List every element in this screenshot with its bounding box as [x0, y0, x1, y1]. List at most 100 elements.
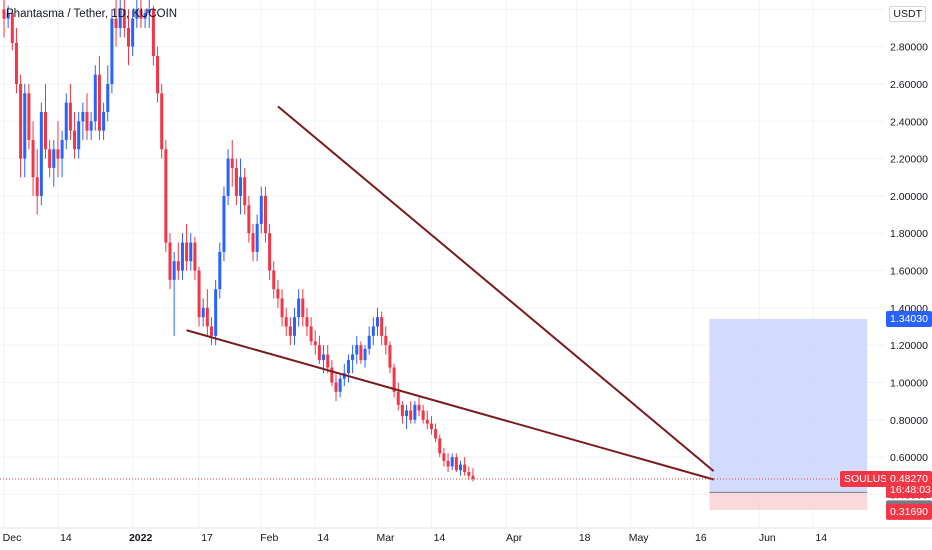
candle: [214, 279, 218, 346]
candle: [288, 317, 292, 346]
candle: [6, 5, 10, 28]
candle: [239, 158, 243, 215]
currency-unit-label[interactable]: USDT: [889, 6, 926, 22]
candle: [131, 9, 135, 56]
candle-body: [19, 83, 23, 159]
candle-body: [97, 74, 101, 131]
candle-body: [413, 404, 417, 420]
candle-body: [27, 93, 31, 140]
candle-body: [421, 410, 425, 420]
candle: [359, 341, 363, 364]
candle-body: [384, 335, 388, 346]
candle-body: [293, 317, 296, 336]
candle-body: [226, 158, 230, 196]
candle: [14, 27, 18, 94]
y-tick-label: 1.80000: [890, 228, 928, 240]
candle: [230, 139, 234, 187]
candle-body: [380, 317, 384, 336]
target-price-badge: 1.34030: [886, 310, 932, 327]
candle: [425, 410, 429, 430]
y-tick-label: 1.60000: [890, 266, 928, 278]
candle-body: [467, 472, 471, 476]
candle: [301, 289, 305, 327]
candle: [35, 149, 39, 215]
candle: [201, 298, 205, 327]
x-tick-label: 14: [317, 532, 329, 544]
candle-body: [31, 139, 35, 178]
candle-body: [363, 348, 367, 361]
candle-body: [284, 317, 288, 327]
stop-zone: [709, 492, 868, 510]
candle: [438, 434, 442, 458]
candle: [388, 341, 392, 374]
candle: [143, 9, 147, 28]
candle-body: [359, 345, 363, 361]
trend-line-lower: [186, 329, 714, 481]
candle-body: [230, 158, 234, 168]
candle: [205, 289, 209, 336]
candle: [172, 251, 176, 336]
candle-body: [60, 139, 64, 159]
x-tick-label: Apr: [506, 532, 523, 544]
x-tick-label: Feb: [260, 532, 278, 544]
stop-price-badge-bg: [886, 503, 932, 520]
candle: [272, 261, 276, 299]
candle: [363, 345, 367, 368]
candle-body: [44, 111, 47, 150]
candle-body: [280, 298, 284, 318]
candle: [135, 0, 139, 28]
candle: [413, 401, 417, 424]
candle: [442, 447, 446, 467]
candle-body: [243, 177, 247, 206]
candle: [156, 46, 160, 103]
candle-body: [305, 317, 309, 327]
y-tick-label: 2.80000: [890, 42, 928, 54]
candle: [56, 121, 60, 178]
candle: [147, 0, 151, 28]
x-tick-label: 14: [434, 532, 446, 544]
candle: [81, 102, 85, 140]
candle-body: [239, 177, 243, 196]
candle-body: [168, 242, 172, 280]
price-badges: SOULUSDT0.4827016:48:031.340300.410700.3…: [840, 310, 932, 520]
candle: [421, 404, 425, 424]
candle: [338, 373, 342, 398]
candle-body: [288, 326, 292, 336]
candle: [176, 242, 180, 280]
candle-body: [201, 307, 205, 318]
last-price-badge-text: 0.48270: [890, 473, 928, 485]
candle: [334, 373, 338, 402]
candle: [454, 453, 458, 473]
candle-body: [263, 195, 267, 234]
candle: [259, 186, 263, 234]
candle-body: [39, 111, 43, 196]
candle-body: [371, 326, 375, 336]
candle: [251, 223, 255, 262]
candle-body: [14, 42, 18, 84]
candle: [380, 311, 384, 346]
y-tick-label: 1.20000: [890, 340, 928, 352]
candle: [60, 130, 64, 178]
candle-body: [442, 453, 446, 461]
candle-body: [48, 149, 52, 168]
candle-body: [68, 102, 72, 131]
candle-body: [346, 360, 350, 374]
candle: [268, 223, 272, 280]
candle: [297, 289, 301, 327]
candle: [73, 111, 77, 159]
candle-body: [6, 13, 10, 19]
candle: [64, 93, 68, 150]
candle: [450, 453, 454, 471]
candle-body: [417, 404, 421, 411]
candle: [417, 397, 421, 417]
candle-body: [434, 429, 438, 439]
candle-body: [471, 475, 475, 479]
stop-price-badge: 0.31690: [886, 503, 932, 520]
candle: [405, 404, 409, 430]
profit-zone: [709, 318, 868, 493]
candle-body: [127, 27, 130, 47]
candle-body: [185, 242, 189, 262]
candle: [193, 236, 197, 280]
